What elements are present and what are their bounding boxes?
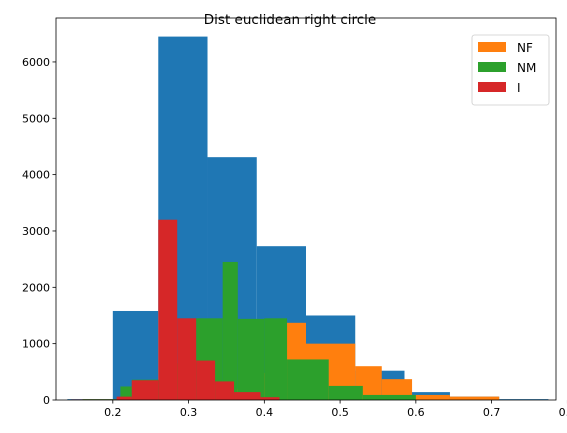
legend-label: I bbox=[517, 81, 521, 95]
plot-frame bbox=[55, 17, 557, 401]
y-tick-label: 2000 bbox=[22, 281, 50, 294]
histogram-bar bbox=[116, 396, 132, 400]
legend-swatch bbox=[478, 82, 506, 92]
bars-layer bbox=[67, 36, 549, 400]
histogram-bar bbox=[215, 381, 235, 400]
histogram-bar bbox=[158, 219, 178, 400]
histogram-bar bbox=[222, 261, 238, 400]
x-axis: 0.2 0.3 0.4 0.5 0.6 0.7 0.8 bbox=[104, 400, 567, 419]
histogram-bar bbox=[120, 386, 132, 400]
chart-title: Dist euclidean right circle bbox=[204, 12, 376, 28]
x-tick-label: 0.5 bbox=[331, 406, 349, 419]
y-tick-label: 6000 bbox=[22, 56, 50, 69]
y-tick-label: 1000 bbox=[22, 338, 50, 351]
y-axis: 0 1000 2000 3000 4000 5000 6000 bbox=[22, 56, 56, 407]
x-tick-label: 0.3 bbox=[180, 406, 198, 419]
histogram-bar bbox=[287, 359, 329, 400]
histogram-bar bbox=[499, 399, 549, 400]
legend-swatch bbox=[478, 62, 506, 72]
histogram-bar bbox=[237, 318, 265, 400]
histogram-bar bbox=[177, 318, 197, 400]
legend-label: NM bbox=[517, 61, 536, 75]
histogram-bar bbox=[264, 318, 288, 400]
x-tick-label: 0.6 bbox=[407, 406, 425, 419]
histogram-bar bbox=[449, 396, 500, 400]
histogram-bar bbox=[196, 360, 216, 400]
legend-label: NF bbox=[517, 41, 533, 55]
histogram-bar bbox=[131, 380, 159, 400]
y-tick-label: 3000 bbox=[22, 225, 50, 238]
x-tick-label: 0.4 bbox=[256, 406, 274, 419]
histogram-bar bbox=[260, 397, 280, 400]
legend: NF NM I bbox=[471, 34, 550, 106]
x-tick-label: 0.8 bbox=[559, 406, 567, 419]
x-tick-label: 0.2 bbox=[104, 406, 122, 419]
legend-swatch bbox=[478, 42, 506, 52]
histogram-bar bbox=[328, 385, 363, 400]
histogram-bar bbox=[362, 394, 416, 400]
y-tick-label: 0 bbox=[43, 394, 50, 407]
histogram-bar bbox=[412, 394, 450, 400]
histogram-bar bbox=[234, 392, 261, 400]
histogram-bar bbox=[381, 379, 413, 400]
y-tick-label: 5000 bbox=[22, 112, 50, 125]
x-tick-label: 0.7 bbox=[483, 406, 501, 419]
y-tick-label: 4000 bbox=[22, 169, 50, 182]
